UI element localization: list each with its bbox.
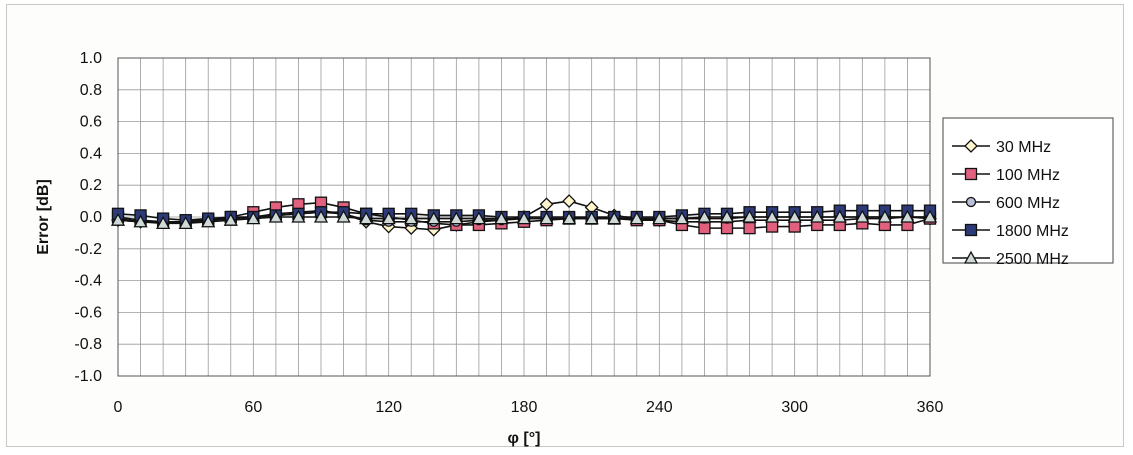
- data-point: [877, 209, 892, 223]
- data-point: [178, 216, 193, 230]
- data-point: [742, 209, 757, 223]
- data-point: [516, 211, 532, 225]
- data-point: [381, 211, 396, 225]
- x-axis-title: φ [°]: [508, 430, 541, 447]
- y-tick-label: 0.4: [80, 145, 102, 162]
- data-point: [922, 209, 938, 223]
- data-point: [336, 209, 351, 223]
- data-point: [223, 212, 238, 226]
- legend-label: 30 MHz: [996, 139, 1051, 156]
- legend-label: 100 MHz: [996, 167, 1060, 184]
- data-point: [788, 220, 801, 233]
- data-point: [697, 209, 712, 223]
- data-point: [900, 209, 915, 223]
- y-tick-label: -0.2: [74, 241, 102, 258]
- data-point: [765, 220, 779, 233]
- legend-marker: [964, 223, 978, 237]
- data-point: [720, 221, 734, 235]
- legend-item: 1800 MHz: [952, 223, 1069, 240]
- x-tick-label: 300: [781, 399, 808, 416]
- data-point: [494, 211, 509, 225]
- x-tick-label: 60: [244, 399, 262, 416]
- legend-marker: [964, 139, 978, 153]
- y-tick-label: -1.0: [74, 368, 102, 385]
- x-tick-label: 120: [375, 399, 402, 416]
- data-point: [539, 197, 554, 212]
- y-axis-ticks: 1.0 0.8 0.6 0.4 0.2 0.0 -0.2 -0.4 -0.6 -0.8 -1.0: [74, 50, 102, 385]
- data-point: [607, 211, 622, 225]
- data-point: [313, 209, 329, 223]
- legend-item: 100 MHz: [952, 167, 1060, 184]
- data-point: [426, 211, 441, 225]
- y-tick-label: -0.6: [74, 304, 102, 321]
- data-point: [719, 209, 735, 223]
- data-point: [562, 194, 577, 209]
- data-point: [652, 211, 667, 225]
- y-tick-label: 0.8: [80, 82, 102, 99]
- data-point: [855, 209, 870, 223]
- y-tick-label: 1.0: [80, 50, 102, 67]
- legend-marker: [963, 250, 979, 264]
- data-point: [156, 216, 171, 230]
- data-point: [201, 214, 216, 228]
- data-point: [268, 209, 283, 223]
- y-tick-label: -0.8: [74, 336, 102, 353]
- x-tick-label: 0: [114, 399, 123, 416]
- x-tick-label: 360: [917, 399, 944, 416]
- legend-label: 1800 MHz: [996, 223, 1069, 240]
- series-2500-mhz: [110, 209, 938, 230]
- x-tick-label: 180: [511, 399, 538, 416]
- data-point: [291, 209, 306, 223]
- legend-marker: [965, 196, 977, 208]
- series-layer: [110, 194, 938, 237]
- data-point: [133, 214, 148, 228]
- data-point: [698, 221, 711, 235]
- x-axis-ticks: 0 60 120 180 240 300 360: [114, 399, 944, 416]
- data-point: [246, 211, 261, 225]
- data-point: [449, 211, 464, 225]
- legend-label: 600 MHz: [996, 195, 1060, 212]
- legend-item: 600 MHz: [952, 195, 1060, 212]
- legend: 30 MHz 100 MHz 600 MHz 1800 MHz 2500 MHz: [942, 117, 1114, 268]
- y-axis-title: Error [dB]: [35, 179, 52, 255]
- legend-item: 30 MHz: [952, 139, 1051, 156]
- legend-label: 2500 MHz: [996, 251, 1069, 268]
- y-tick-label: 0.0: [80, 209, 102, 226]
- data-point: [810, 209, 825, 223]
- y-tick-label: 0.2: [80, 177, 102, 194]
- y-tick-label: 0.6: [80, 114, 102, 131]
- x-tick-label: 240: [646, 399, 673, 416]
- data-point: [674, 211, 689, 225]
- data-point: [359, 211, 374, 225]
- data-point: [832, 209, 847, 223]
- data-point: [110, 212, 126, 226]
- data-point: [404, 211, 419, 225]
- data-point: [562, 211, 577, 225]
- data-point: [471, 211, 486, 225]
- legend-item: 2500 MHz: [952, 250, 1069, 268]
- data-point: [539, 211, 554, 225]
- data-point: [765, 209, 780, 223]
- data-point: [787, 209, 802, 223]
- legend-marker: [964, 167, 978, 181]
- data-point: [743, 221, 756, 235]
- data-point: [629, 211, 644, 225]
- data-point: [584, 211, 599, 225]
- y-tick-label: -0.4: [74, 273, 102, 290]
